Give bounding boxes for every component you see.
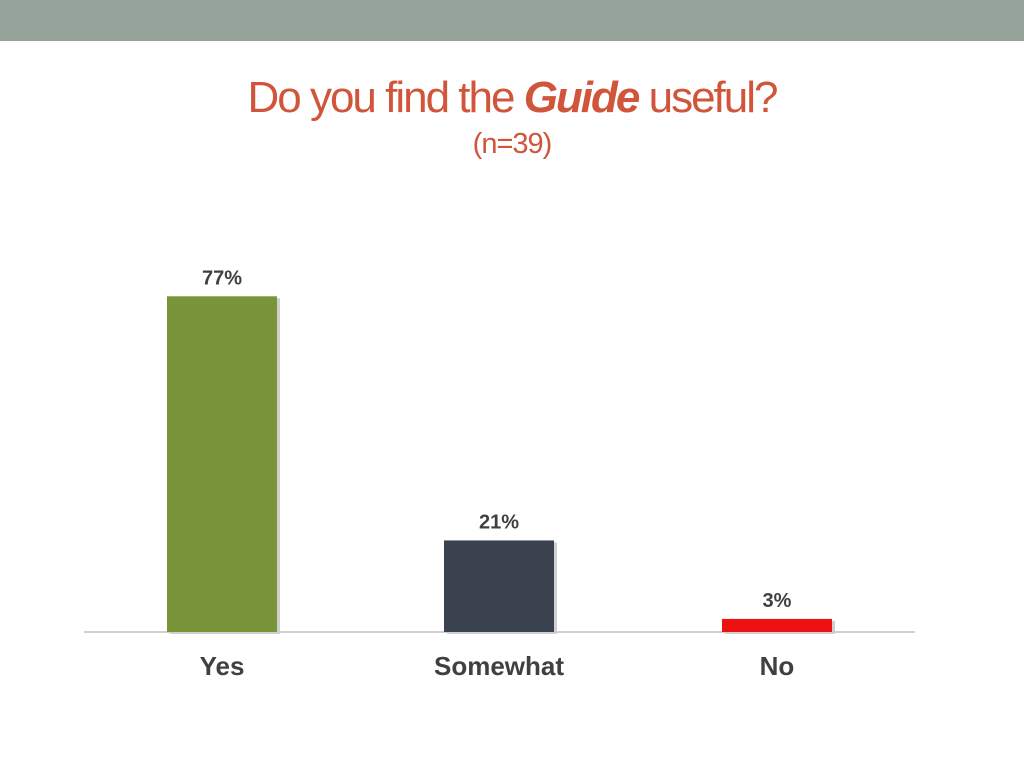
- bar-somewhat: [444, 540, 554, 632]
- slide-subtitle: (n=39): [472, 128, 553, 160]
- category-label: No: [760, 651, 795, 681]
- top-band: [0, 0, 1024, 41]
- category-label: Somewhat: [434, 651, 564, 681]
- data-label: 3%: [763, 590, 792, 612]
- slide-title: Do you find the Guide useful?: [0, 72, 1024, 124]
- data-label: 77%: [202, 267, 242, 289]
- title-text-end: useful?: [648, 73, 779, 122]
- bar-yes: [167, 296, 277, 632]
- title-text-start: Do you find the: [247, 73, 515, 122]
- category-label: Yes: [200, 651, 245, 681]
- title-emphasis: Guide: [523, 73, 641, 122]
- bar-no: [722, 618, 832, 632]
- data-label: 21%: [479, 511, 519, 533]
